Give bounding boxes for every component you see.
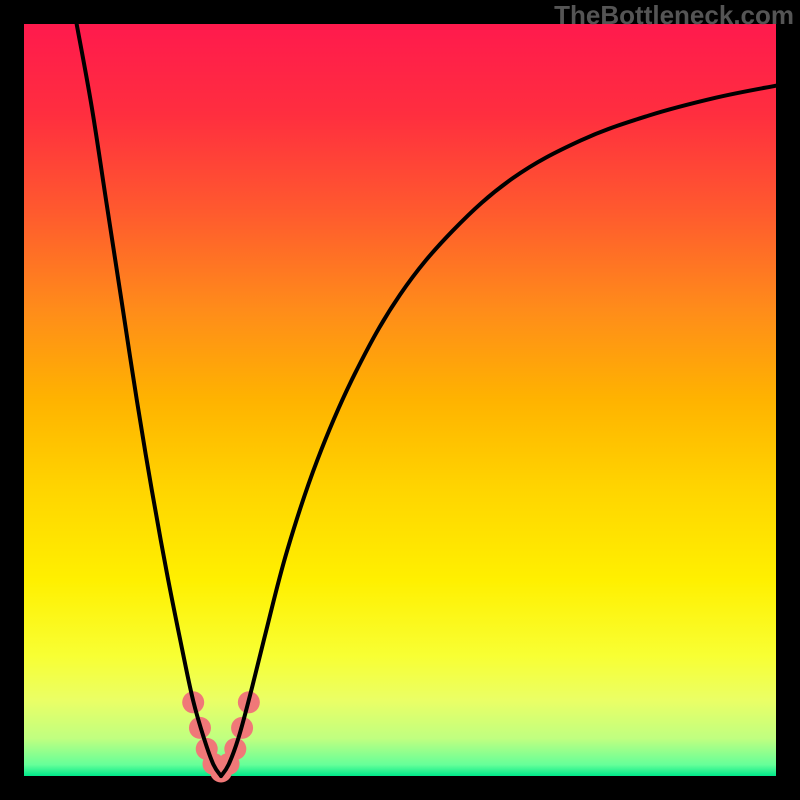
- watermark-text: TheBottleneck.com: [554, 0, 794, 31]
- chart-frame: TheBottleneck.com: [0, 0, 800, 800]
- bottleneck-chart: [0, 0, 800, 800]
